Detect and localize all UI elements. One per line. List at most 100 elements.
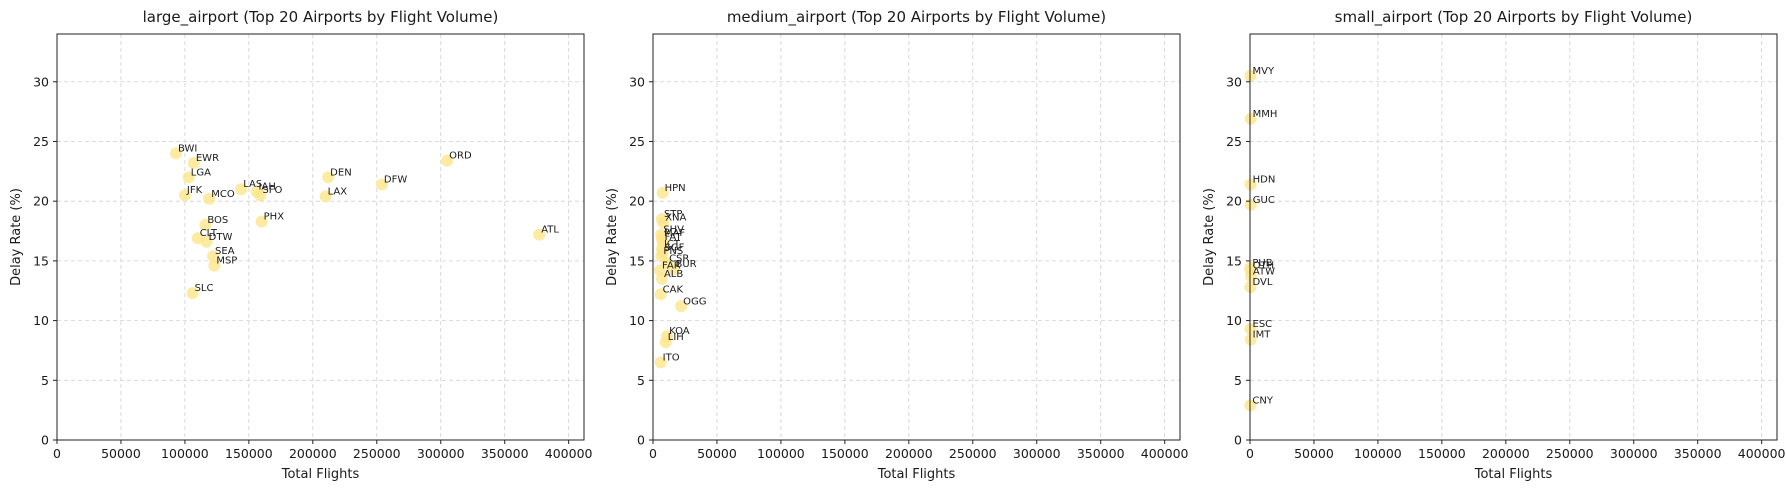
point-label-ito: ITO — [663, 352, 680, 363]
plot-frame — [56, 33, 585, 441]
point-label-guc: GUC — [1253, 195, 1275, 206]
data-point-alb — [655, 272, 668, 285]
x-tick-label: 0 — [1246, 446, 1254, 461]
point-label-dtw: DTW — [209, 232, 233, 243]
data-point-mvy — [1244, 69, 1257, 82]
data-point-bwi — [169, 147, 182, 160]
point-label-ord: ORD — [449, 151, 472, 162]
point-label-shv: SHV — [663, 225, 684, 236]
x-tick-label: 0 — [649, 446, 657, 461]
y-tick-label: 30 — [33, 74, 49, 89]
point-label-sgf: SGF — [665, 243, 685, 254]
point-label-clt: CLT — [200, 228, 218, 239]
data-point-jfk — [178, 189, 191, 202]
point-label-atw: ATW — [1253, 266, 1275, 277]
x-tick-label: 400000 — [1738, 446, 1786, 461]
x-tick-label: 250000 — [1546, 446, 1594, 461]
chart-title: medium_airport (Top 20 Airports by Fligh… — [727, 8, 1106, 27]
point-label-lih: LIH — [668, 332, 684, 343]
x-axis-label: Total Flights — [1474, 467, 1553, 482]
data-point-ogg — [675, 300, 688, 313]
point-label-cak: CAK — [663, 284, 684, 295]
x-tick-label: 150000 — [821, 446, 869, 461]
point-label-phx: PHX — [264, 211, 285, 222]
data-point-den — [322, 171, 335, 184]
x-tick-label: 250000 — [949, 446, 997, 461]
point-label-pub: PUB — [1252, 258, 1272, 269]
point-label-den: DEN — [330, 167, 352, 178]
y-tick-label: 0 — [41, 433, 49, 448]
x-tick-label: 100000 — [1354, 446, 1402, 461]
data-point-hpn — [656, 186, 669, 199]
point-label-cny: CNY — [1252, 395, 1273, 406]
x-axis-label: Total Flights — [281, 467, 360, 482]
point-label-iah: IAH — [259, 182, 276, 193]
point-label-pns: PNS — [663, 246, 683, 257]
point-label-lga: LGA — [191, 167, 211, 178]
x-tick-label: 300000 — [1013, 446, 1061, 461]
point-label-xna: XNA — [665, 213, 686, 224]
y-tick-label: 30 — [1226, 74, 1242, 89]
data-point-dfw — [375, 178, 388, 191]
point-label-msp: MSP — [216, 256, 237, 267]
data-point-ord — [441, 154, 454, 167]
point-label-bur: BUR — [675, 259, 696, 270]
point-label-dfw: DFW — [384, 174, 407, 185]
plot-frame — [652, 33, 1181, 441]
point-label-maf: MAF — [664, 228, 685, 239]
data-point-slc — [186, 287, 199, 300]
point-label-esc: ESC — [1253, 319, 1273, 330]
y-tick-label: 10 — [1226, 313, 1242, 328]
point-label-lax: LAX — [328, 186, 348, 197]
x-tick-label: 300000 — [417, 446, 465, 461]
data-point-las — [235, 183, 248, 196]
data-point-clt — [191, 232, 204, 245]
y-tick-label: 5 — [41, 373, 49, 388]
point-label-jfk: JFK — [186, 185, 203, 196]
point-label-imt: IMT — [1253, 330, 1272, 341]
data-point-mmh — [1244, 112, 1257, 125]
data-point-esc — [1244, 322, 1257, 335]
data-point-guc — [1244, 198, 1257, 211]
chart-title: small_airport (Top 20 Airports by Flight… — [1335, 8, 1693, 27]
y-tick-label: 20 — [1226, 194, 1242, 209]
y-tick-label: 15 — [1226, 253, 1242, 268]
y-tick-label: 25 — [1226, 134, 1242, 149]
x-tick-label: 200000 — [885, 446, 933, 461]
chart-title: large_airport (Top 20 Airports by Flight… — [143, 8, 499, 27]
point-label-sea: SEA — [215, 246, 235, 257]
x-tick-label: 0 — [53, 446, 61, 461]
data-point-ito — [654, 356, 667, 369]
point-label-csr: CSR — [669, 253, 689, 264]
data-point-msp — [208, 259, 221, 272]
y-tick-label: 5 — [637, 373, 645, 388]
point-label-alb: ALB — [664, 269, 683, 280]
data-point-lih — [659, 336, 672, 349]
point-label-mco: MCO — [211, 189, 235, 200]
x-tick-label: 350000 — [1674, 446, 1722, 461]
data-point-hdn — [1244, 178, 1257, 191]
point-label-koa: KOA — [669, 326, 690, 337]
y-tick-label: 0 — [637, 433, 645, 448]
data-point-xna — [657, 216, 670, 229]
x-tick-label: 150000 — [225, 446, 273, 461]
y-tick-label: 25 — [629, 134, 645, 149]
x-tick-label: 50000 — [101, 446, 141, 461]
point-label-bwi: BWI — [178, 143, 197, 154]
data-point-iah — [250, 185, 263, 198]
y-tick-label: 30 — [629, 74, 645, 89]
data-point-ewr — [187, 156, 200, 169]
data-point-dvl — [1244, 281, 1257, 294]
point-label-sfo: SFO — [262, 185, 282, 196]
x-tick-label: 100000 — [161, 446, 209, 461]
data-point-lga — [182, 171, 195, 184]
x-tick-label: 50000 — [1294, 446, 1334, 461]
data-point-bos — [199, 219, 212, 232]
x-tick-label: 350000 — [481, 446, 529, 461]
point-label-stp: STP — [664, 209, 683, 220]
data-point-bur — [667, 263, 680, 276]
x-tick-label: 100000 — [757, 446, 805, 461]
x-tick-label: 200000 — [289, 446, 337, 461]
